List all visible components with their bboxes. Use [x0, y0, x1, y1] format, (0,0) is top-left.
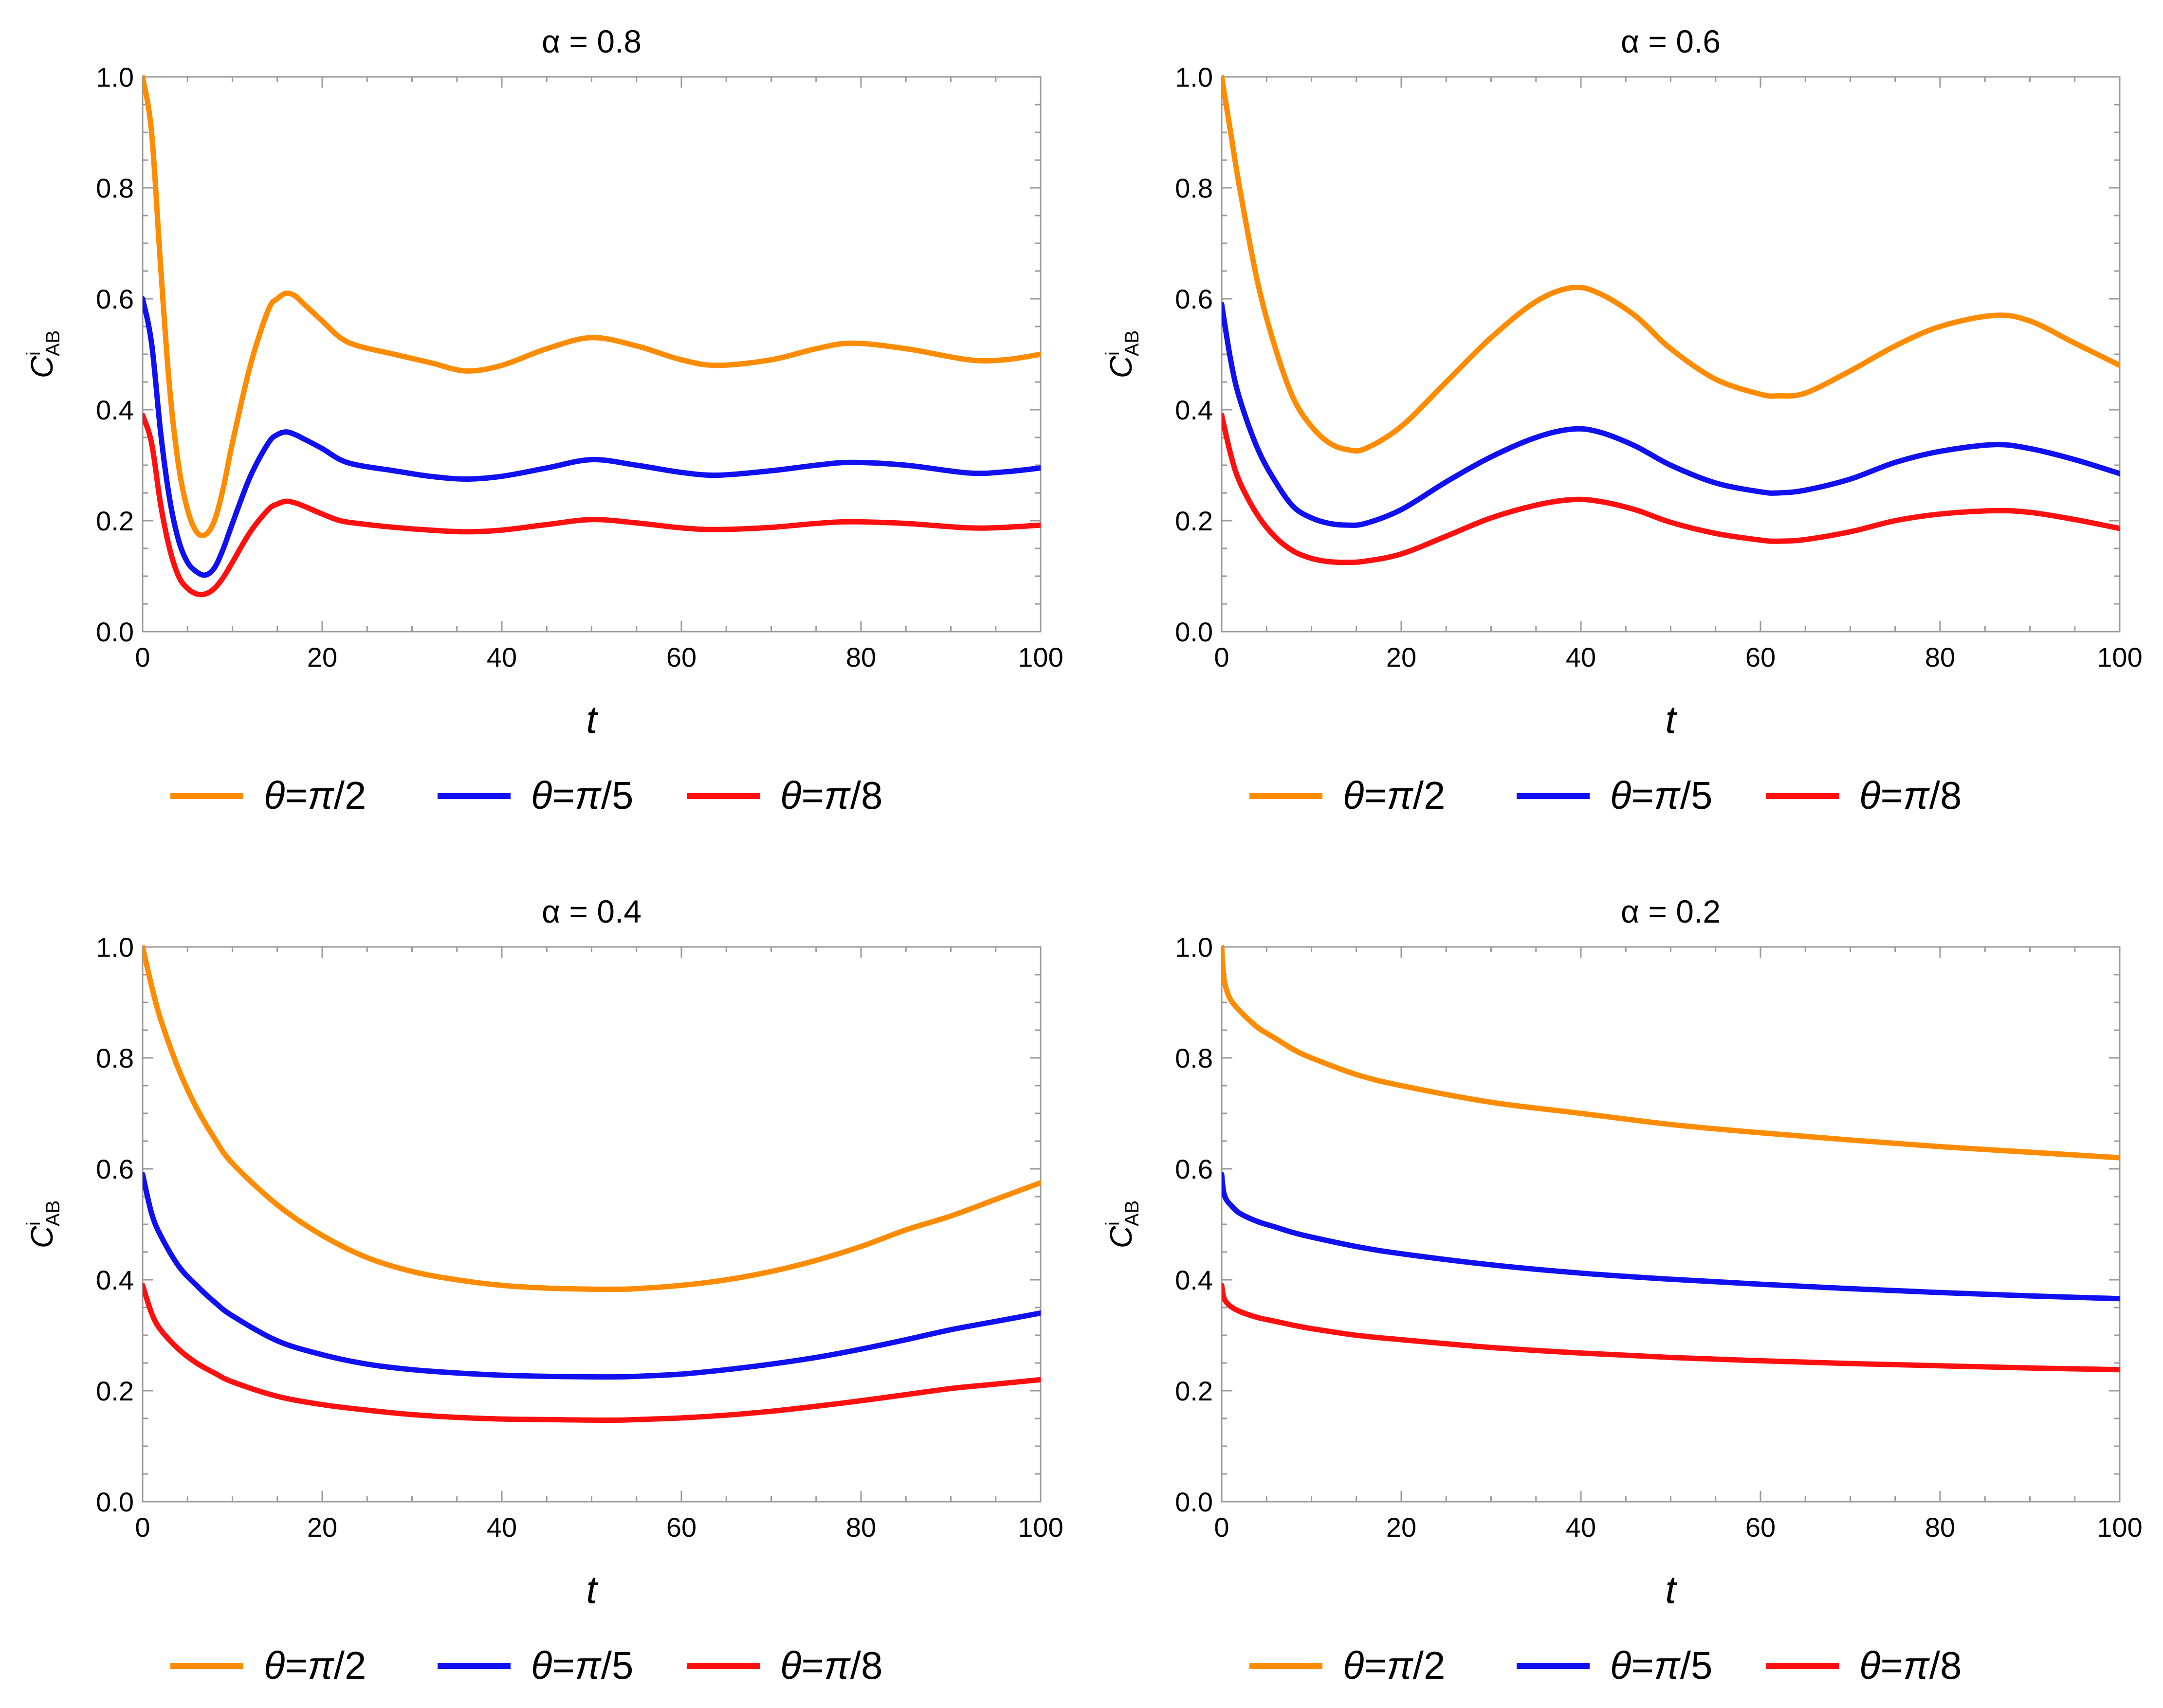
series-line-3 [1222, 1282, 2120, 1373]
x-tick-label: 20 [1386, 1512, 1416, 1543]
legend-label: θ=π/5 [1610, 1644, 1712, 1687]
series-line-2 [1222, 301, 2120, 528]
x-tick-label: 40 [487, 642, 517, 672]
y-axis-label: CiAB [23, 1200, 64, 1248]
x-tick-label: 40 [1566, 642, 1596, 672]
chart-title: α = 0.8 [542, 23, 642, 59]
legend: θ=π/2 θ=π/5 θ=π/8 [1249, 774, 1961, 817]
y-axis-label: CiAB [1102, 330, 1143, 378]
series-line-2 [1222, 1171, 2120, 1302]
legend-label: θ=π/8 [780, 774, 882, 817]
legend-label: θ=π/5 [531, 1644, 633, 1687]
y-tick-label: 0.6 [96, 1154, 134, 1184]
legend-label: θ=π/5 [1610, 774, 1712, 817]
panel-4: 0 20 40 60 80 100 0.0 0.2 0.4 0.6 0.8 1.0 α = 0.2 t Ci… [1102, 893, 2143, 1687]
x-tick-label: 100 [1018, 1512, 1063, 1543]
legend-label: θ=π/2 [264, 774, 366, 817]
y-tick-label: 0.6 [1175, 1154, 1213, 1184]
x-tick-label: 80 [1925, 1512, 1955, 1543]
x-tick-label: 0 [135, 642, 150, 672]
y-tick-label: 0.0 [1175, 617, 1213, 647]
y-tick-label: 0.2 [1175, 1376, 1213, 1406]
chart-title: α = 0.2 [1621, 893, 1721, 929]
y-tick-label: 0.4 [1175, 395, 1213, 425]
legend-label: θ=π/8 [1859, 774, 1961, 817]
y-tick-label: 1.0 [96, 62, 134, 92]
x-tick-label: 0 [1214, 1512, 1229, 1543]
y-tick-label: 0.4 [96, 1265, 134, 1295]
x-axis-label: t [1665, 698, 1677, 741]
y-axis-label: CiAB [23, 330, 64, 378]
x-tick-label: 80 [846, 1512, 876, 1543]
y-tick-label: 0.2 [96, 1376, 134, 1406]
series-line-2 [143, 1171, 1041, 1380]
series-line-1 [143, 945, 1041, 1292]
x-tick-label: 60 [1745, 642, 1776, 672]
x-tick-label: 60 [666, 642, 697, 672]
y-tick-label: 0.2 [96, 506, 134, 536]
series-line-3 [1222, 412, 2120, 565]
x-tick-label: 40 [1566, 1512, 1596, 1543]
panel-1: 0 20 40 60 80 100 0.0 0.2 0.4 0.6 0.8 1.0 α = 0.8 t Ci… [23, 23, 1063, 817]
series-line-1 [1222, 945, 2120, 1161]
y-tick-label: 1.0 [1175, 62, 1213, 92]
legend-label: θ=π/2 [1343, 1644, 1445, 1687]
x-tick-label: 80 [1925, 642, 1955, 672]
series-line-2 [143, 296, 1041, 578]
x-tick-label: 20 [307, 642, 337, 672]
x-tick-label: 20 [307, 1512, 337, 1543]
x-tick-label: 0 [135, 1512, 150, 1543]
series-line-1 [143, 75, 1041, 539]
y-tick-label: 0.8 [96, 173, 134, 203]
x-tick-label: 0 [1214, 642, 1229, 672]
y-axis-label: CiAB [1102, 1200, 1143, 1248]
y-tick-label: 0.2 [1175, 506, 1213, 536]
legend-label: θ=π/8 [780, 1644, 882, 1687]
series-line-3 [143, 412, 1041, 598]
plot-frame [1221, 946, 2121, 1503]
legend-label: θ=π/2 [264, 1644, 366, 1687]
x-tick-label: 20 [1386, 642, 1416, 672]
legend-label: θ=π/5 [531, 774, 633, 817]
x-axis-label: t [586, 1568, 598, 1611]
plot-frame [1221, 76, 2121, 633]
series-line-1 [1222, 75, 2120, 454]
y-tick-label: 0.8 [96, 1043, 134, 1073]
panel-3: 0 20 40 60 80 100 0.0 0.2 0.4 0.6 0.8 1.0 α = 0.4 t Ci… [23, 893, 1063, 1687]
y-tick-label: 1.0 [96, 932, 134, 963]
series-line-3 [143, 1282, 1041, 1423]
y-tick-label: 0.6 [96, 284, 134, 314]
x-tick-label: 60 [666, 1512, 697, 1543]
chart-title: α = 0.6 [1621, 23, 1721, 59]
x-axis-label: t [1665, 1568, 1677, 1611]
legend: θ=π/2 θ=π/5 θ=π/8 [170, 1644, 882, 1687]
x-tick-label: 100 [2097, 642, 2142, 672]
x-tick-label: 100 [1018, 642, 1063, 672]
x-tick-label: 80 [846, 642, 876, 672]
y-tick-label: 0.8 [1175, 1043, 1213, 1073]
y-tick-label: 1.0 [1175, 932, 1213, 963]
y-tick-label: 0.4 [1175, 1265, 1213, 1295]
y-tick-label: 0.4 [96, 395, 134, 425]
legend: θ=π/2 θ=π/5 θ=π/8 [170, 774, 882, 817]
plot-frame [142, 76, 1042, 633]
x-tick-label: 60 [1745, 1512, 1776, 1543]
legend-label: θ=π/2 [1343, 774, 1445, 817]
x-axis-label: t [586, 698, 598, 741]
y-tick-label: 0.0 [96, 617, 134, 647]
legend-label: θ=π/8 [1859, 1644, 1961, 1687]
y-tick-label: 0.6 [1175, 284, 1213, 314]
y-tick-label: 0.8 [1175, 173, 1213, 203]
y-tick-label: 0.0 [96, 1487, 134, 1517]
x-tick-label: 40 [487, 1512, 517, 1543]
chart-title: α = 0.4 [542, 893, 642, 929]
legend: θ=π/2 θ=π/5 θ=π/8 [1249, 1644, 1961, 1687]
y-tick-label: 0.0 [1175, 1487, 1213, 1517]
x-tick-label: 100 [2097, 1512, 2142, 1543]
panel-2: 0 20 40 60 80 100 0.0 0.2 0.4 0.6 0.8 1.0 α = 0.6 t Ci… [1102, 23, 2143, 817]
